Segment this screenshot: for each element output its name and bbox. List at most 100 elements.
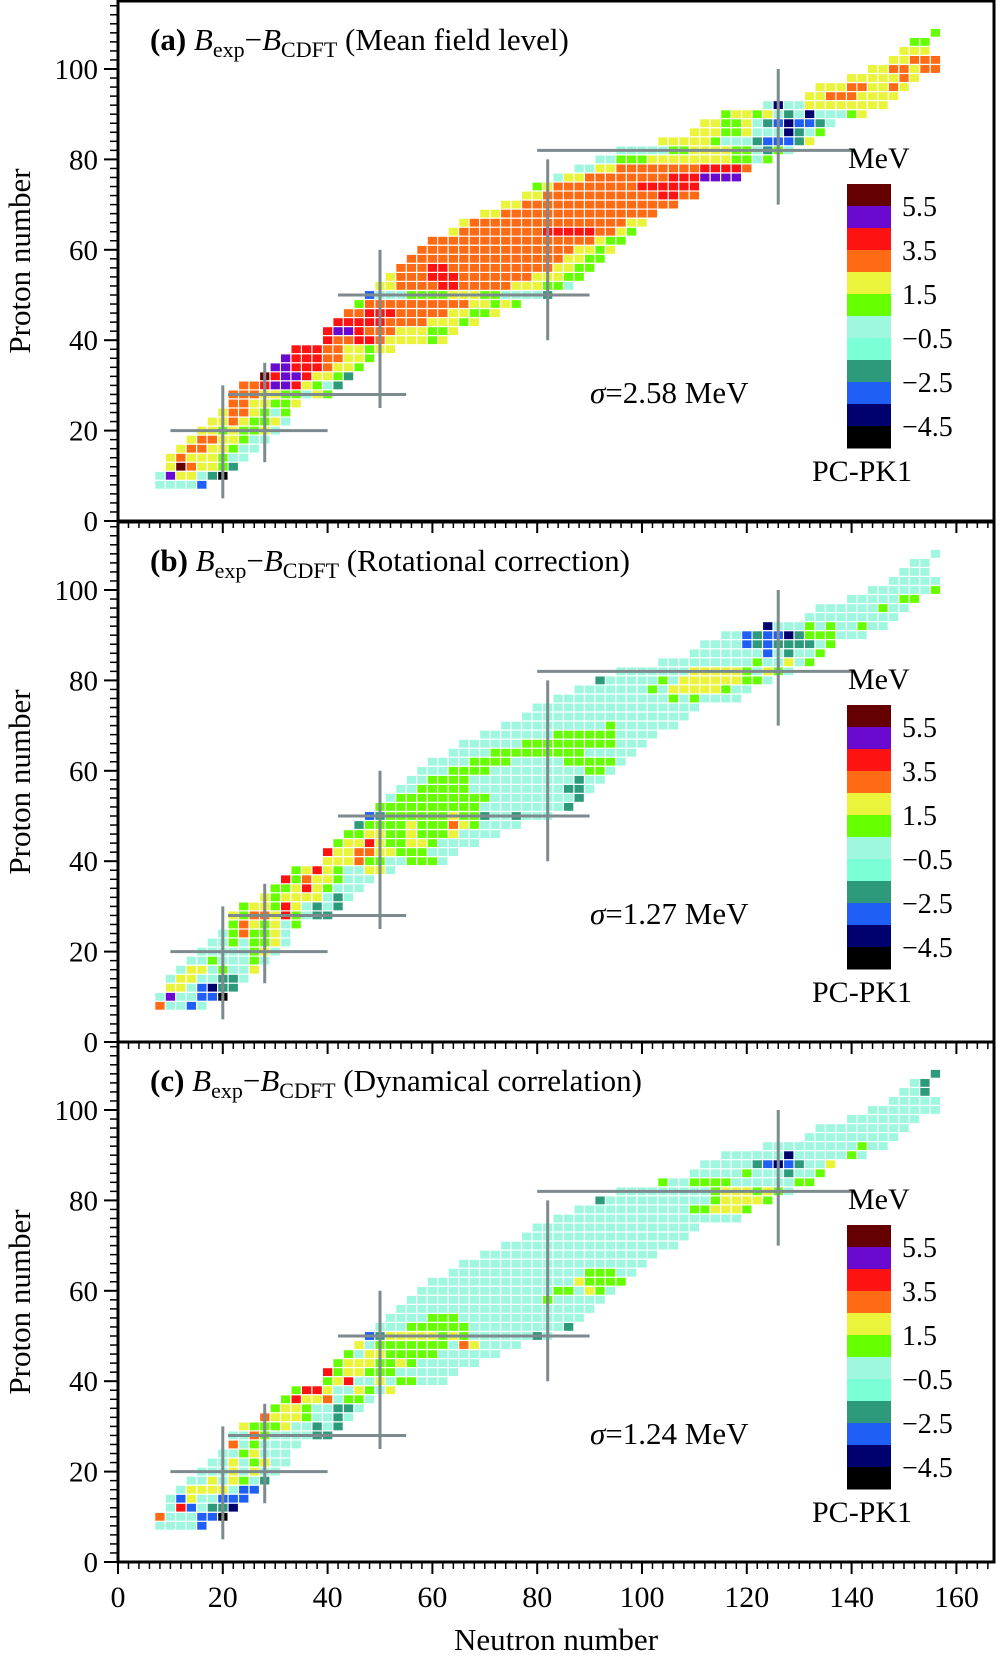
nucleus-cell: [522, 766, 532, 775]
nucleus-cell: [186, 471, 196, 480]
nucleus-cell: [417, 1295, 427, 1304]
nucleus-cell: [333, 381, 343, 390]
nucleus-cell: [522, 803, 532, 811]
nucleus-cell: [396, 785, 406, 793]
nucleus-cell: [364, 1368, 375, 1376]
nucleus-cell: [553, 1286, 563, 1295]
nucleus-cell: [857, 110, 867, 119]
nucleus-cell: [385, 282, 396, 290]
nucleus-cell: [532, 191, 542, 200]
nucleus-cell: [658, 182, 668, 191]
nucleus-cell: [700, 173, 710, 182]
nucleus-cell: [532, 785, 542, 793]
nucleus-cell: [323, 336, 333, 345]
nucleus-cell: [186, 956, 196, 965]
nucleus-cell: [417, 309, 427, 317]
colorbar-bin: [847, 1467, 891, 1490]
nucleus-cell: [585, 227, 595, 236]
nucleus-cell: [605, 200, 616, 209]
nucleus-cell: [385, 848, 396, 856]
nucleus-cell: [490, 309, 500, 317]
nucleus-cell: [511, 1259, 521, 1268]
nucleus-cell: [909, 56, 920, 64]
nucleus-cell: [480, 757, 490, 766]
nucleus-cell: [564, 1232, 574, 1241]
nucleus-cell: [490, 775, 500, 784]
nucleus-cell: [511, 739, 521, 748]
nucleus-cell: [207, 956, 217, 965]
nucleus-cell: [647, 1241, 658, 1250]
nucleus-cell: [899, 1124, 909, 1132]
nucleus-cell: [574, 703, 584, 712]
nucleus-cell: [616, 694, 626, 703]
nucleus-cell: [207, 1476, 217, 1485]
nucleus-cell: [847, 110, 857, 119]
nucleus-cell: [228, 1440, 238, 1449]
colorbar-tick-label: 5.5: [902, 1233, 937, 1264]
nucleus-cell: [417, 1377, 427, 1386]
nucleus-cell: [616, 676, 626, 685]
nucleus-cell: [469, 245, 479, 254]
nucleus-cell: [522, 712, 532, 721]
nucleus-cell: [658, 658, 668, 667]
nucleus-cell: [323, 354, 333, 363]
nucleus-cell: [564, 227, 574, 236]
nucleus-cell: [616, 1232, 626, 1241]
nucleus-cell: [616, 1259, 626, 1268]
nucleus-cell: [480, 1305, 490, 1313]
nucleus-cell: [343, 1350, 354, 1358]
nucleus-cell: [249, 435, 259, 444]
nucleus-cell: [805, 658, 815, 667]
nucleus-cell: [668, 712, 679, 721]
nucleus-cell: [417, 327, 427, 335]
subscript-exp: exp: [214, 558, 247, 583]
nucleus-cell: [605, 155, 616, 164]
nucleus-cell: [658, 703, 668, 712]
nucleus-cell: [710, 128, 720, 137]
nucleus-cell: [742, 1178, 752, 1187]
nucleus-cell: [595, 1295, 605, 1304]
x-tick-label: 100: [620, 1581, 665, 1614]
nucleus-cell: [249, 1485, 259, 1494]
nucleus-cell: [826, 1151, 836, 1160]
nucleus-cell: [176, 1503, 186, 1512]
nucleus-cell: [490, 273, 500, 281]
nucleus-cell: [417, 839, 427, 847]
nucleus-cell: [501, 785, 511, 793]
nucleus-cell: [763, 137, 773, 146]
nucleus-cell: [920, 56, 930, 64]
nucleus-cell: [784, 622, 794, 630]
nucleus-cell: [731, 640, 741, 649]
nucleus-cell: [448, 1323, 458, 1331]
nucleus-cell: [564, 245, 574, 254]
nucleus-cell: [532, 245, 542, 254]
nucleus-cell: [899, 1088, 909, 1096]
nucleus-cell: [647, 721, 658, 730]
nucleus-cell: [291, 399, 301, 408]
nucleus-cell: [417, 785, 427, 793]
nucleus-cell: [815, 631, 825, 640]
nucleus-cell: [794, 622, 804, 630]
nucleus-cell: [385, 309, 396, 317]
nucleus-cell: [626, 739, 637, 748]
nucleus-cell: [532, 803, 542, 811]
nucleus-cell: [794, 1151, 804, 1160]
nucleus-cell: [343, 893, 354, 902]
nucleus-cell: [710, 1214, 720, 1223]
nucleus-cell: [574, 245, 584, 254]
nucleus-cell: [364, 1386, 375, 1395]
x-tick-label: 40: [313, 1581, 343, 1614]
nucleus-cell: [197, 983, 207, 992]
nucleus-cell: [553, 721, 563, 730]
colorbar-tick-label: −0.5: [902, 1365, 953, 1396]
nucleus-cell: [574, 775, 584, 784]
nucleus-cell: [574, 766, 584, 775]
colorbar-bin: [847, 338, 891, 361]
nucleus-cell: [794, 658, 804, 667]
nucleus-cell: [878, 101, 888, 109]
nucleus-cell: [605, 694, 616, 703]
nucleus-cell: [186, 480, 196, 489]
nucleus-cell: [438, 757, 448, 766]
nucleus-cell: [637, 703, 647, 712]
